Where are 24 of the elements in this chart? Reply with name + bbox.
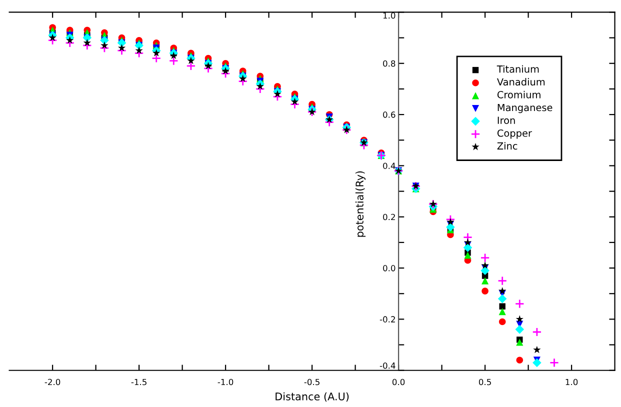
x-tick-label: 1.0 [566, 378, 578, 386]
y-axis-title: potential(Ry) [355, 171, 366, 237]
legend-label: Copper [497, 129, 532, 139]
x-axis-title: Distance (A.U) [276, 392, 349, 402]
x-tick-label: -1.5 [131, 378, 146, 386]
x-tick-label: 0.5 [478, 378, 491, 386]
y-tick-label: -0.2 [380, 316, 395, 322]
y-tick-label: -0.4 [380, 362, 396, 369]
legend-label: Iron [498, 116, 515, 124]
y-tick-label: 0.6 [383, 112, 396, 118]
legend-label: Cromium [497, 90, 540, 98]
legend-label: Titanium [496, 65, 539, 73]
legend-label: Vanadium [496, 78, 545, 86]
y-tick-label: 0.8 [383, 60, 396, 67]
legend-label: Zinc [497, 142, 518, 150]
x-tick-label: -0.5 [304, 378, 320, 386]
legend-label: Manganese [498, 104, 552, 114]
x-tick-label: -1.0 [218, 378, 234, 386]
y-tick-label: 1.0 [383, 12, 396, 19]
y-tick-label: 0.0 [383, 265, 396, 272]
x-tick-label: -2.0 [44, 378, 60, 386]
x-tick-label: 0.0 [392, 378, 405, 386]
y-tick-label: 0.4 [383, 162, 396, 169]
y-tick-label: 0.2 [383, 214, 395, 220]
